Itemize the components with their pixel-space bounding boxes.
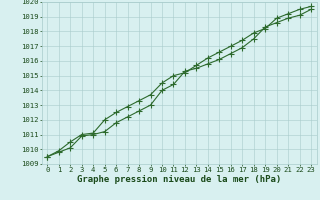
X-axis label: Graphe pression niveau de la mer (hPa): Graphe pression niveau de la mer (hPa) <box>77 175 281 184</box>
